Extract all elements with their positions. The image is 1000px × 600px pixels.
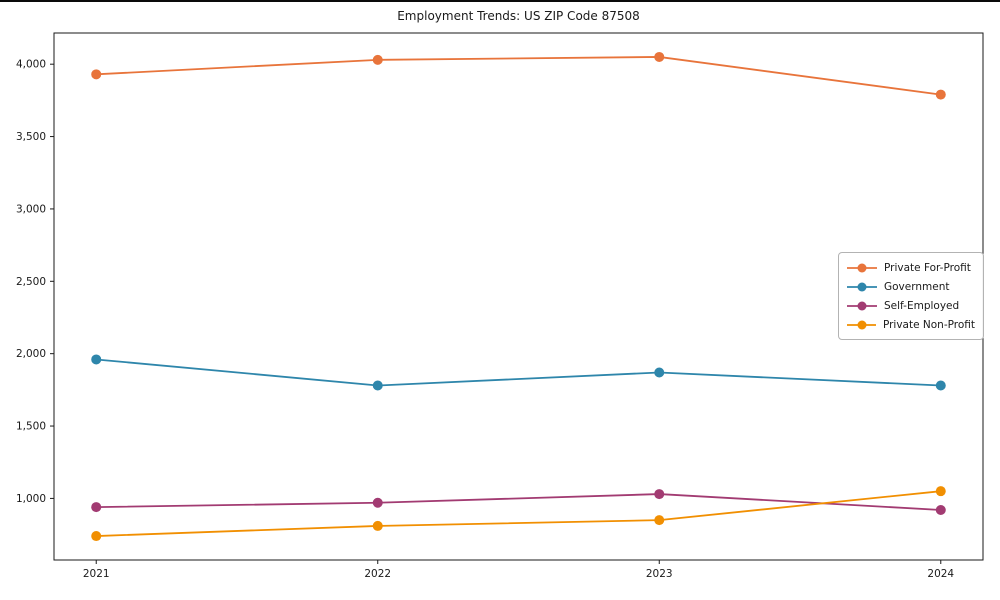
legend-item: Private Non-Profit	[847, 319, 975, 331]
legend-line-marker-icon	[847, 320, 876, 329]
data-point-government-2021	[91, 354, 102, 365]
legend-item: Self-Employed	[847, 300, 975, 312]
data-point-private-non-profit-2021	[91, 531, 102, 542]
data-point-self-employed-2021	[91, 502, 102, 513]
data-point-private-for-profit-2021	[91, 69, 102, 80]
x-tick-label: 2022	[364, 568, 391, 580]
legend-label: Private For-Profit	[884, 261, 971, 274]
x-tick-label: 2021	[83, 568, 110, 580]
series-line-government	[96, 358, 941, 387]
x-tick-label: 2024	[927, 568, 954, 580]
y-tick-label: 2,000	[16, 348, 46, 360]
data-point-government-2023	[654, 367, 665, 378]
legend-line-marker-icon	[847, 282, 877, 291]
legend-label: Self-Employed	[884, 299, 960, 312]
x-tick-label: 2023	[646, 568, 673, 580]
data-point-government-2022	[372, 380, 383, 391]
series-line-private-non-profit	[96, 490, 941, 537]
legend-label: Private Non-Profit	[882, 318, 975, 331]
data-point-self-employed-2023	[654, 489, 665, 500]
series-line-self-employed	[96, 493, 941, 511]
legend-label: Government	[884, 280, 950, 293]
legend-line-marker-icon	[847, 263, 877, 272]
data-point-government-2024	[935, 380, 946, 391]
series-line-private-for-profit	[96, 56, 941, 96]
legend-line-marker-icon	[847, 301, 877, 310]
y-tick-label: 1,500	[16, 421, 46, 433]
y-tick-label: 4,000	[16, 59, 46, 71]
data-point-private-non-profit-2022	[372, 520, 383, 531]
chart-legend: Private For-Profit Government Self-Employe…	[838, 252, 984, 340]
data-point-self-employed-2024	[935, 504, 946, 515]
window-top-edge	[0, 0, 1000, 2]
legend-item: Private For-Profit	[847, 262, 975, 274]
data-point-private-for-profit-2022	[372, 54, 383, 65]
data-point-private-non-profit-2024	[935, 486, 946, 497]
data-point-private-for-profit-2024	[935, 89, 946, 100]
chart-title: Employment Trends: US ZIP Code 87508	[397, 9, 640, 23]
y-tick-label: 3,500	[16, 131, 46, 143]
y-tick-label: 2,500	[16, 276, 46, 288]
data-point-private-non-profit-2023	[654, 515, 665, 526]
legend-item: Government	[847, 281, 975, 293]
y-tick-label: 3,000	[16, 203, 46, 215]
data-point-self-employed-2022	[372, 497, 383, 508]
y-tick-label: 1,000	[16, 493, 46, 505]
data-point-private-for-profit-2023	[654, 51, 665, 62]
